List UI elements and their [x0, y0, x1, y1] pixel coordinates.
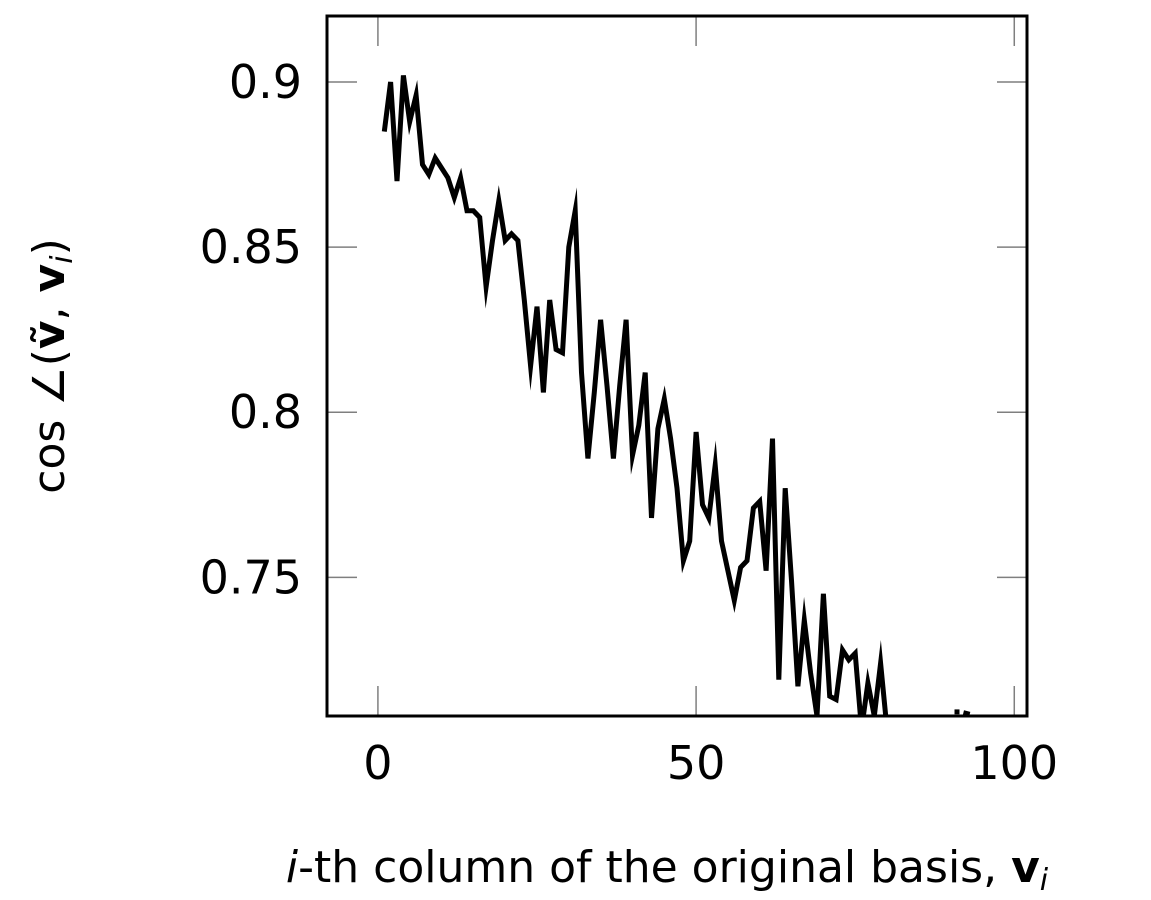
x-tick-label: 0: [363, 736, 392, 790]
y-tick-labels: 0.75 0.8 0.85 0.9: [200, 55, 302, 604]
series-group: [381, 75, 971, 716]
x-title-subscript: i: [1040, 863, 1049, 898]
x-axis-ticks: [377, 16, 1016, 716]
y-title-subscript: i: [45, 255, 80, 264]
y-tick-label: 0.85: [200, 220, 302, 274]
x-title-bold-v: v: [1011, 842, 1040, 893]
y-tick-label: 0.75: [200, 550, 302, 604]
x-tick-label: 50: [667, 736, 726, 790]
y-title-bold-v: v: [24, 263, 75, 292]
y-title-prefix: cos ∠(: [24, 349, 75, 494]
x-title-italic-i: i: [286, 842, 299, 893]
y-tick-label: 0.9: [229, 55, 302, 109]
y-title-comma: ,: [24, 292, 75, 320]
series-line-fragment: [962, 710, 971, 716]
x-axis-title: i-th column of the original basis, vi: [286, 842, 1049, 898]
y-tick-label: 0.8: [229, 385, 302, 439]
y-axis-ticks: [327, 81, 1027, 579]
y-title-suffix: ): [24, 238, 75, 255]
series-line: [381, 75, 889, 716]
y-axis-title: cos ∠(ṽ, vi): [24, 238, 80, 494]
plot-frame: [325, 14, 1029, 718]
x-title-text: -th column of the original basis,: [298, 842, 1011, 893]
x-tick-label: 100: [970, 736, 1058, 790]
x-tick-labels: 0 50 100: [363, 736, 1058, 790]
y-title-v-tilde: ṽ: [24, 320, 75, 349]
